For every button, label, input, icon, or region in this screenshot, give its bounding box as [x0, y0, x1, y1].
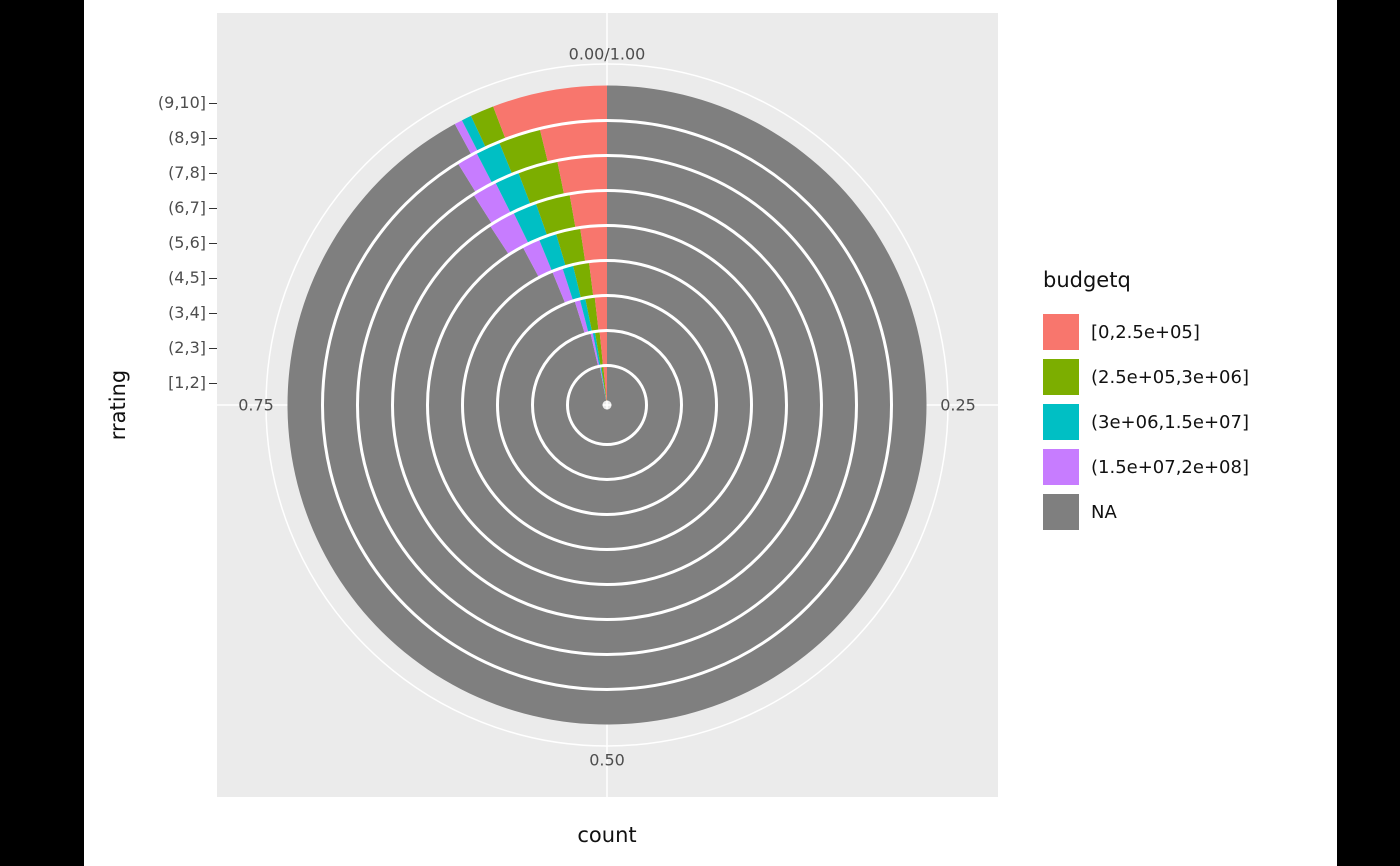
- legend-entry-label: (2.5e+05,3e+06]: [1091, 366, 1249, 388]
- y-axis-tick: [209, 348, 217, 349]
- plot-figure: 0.00/1.00 0.25 0.50 0.75 [1,2] (2,3] (3,4]…: [84, 0, 1337, 866]
- y-axis-tick: [209, 208, 217, 209]
- y-axis-label: (3,4]: [168, 303, 206, 322]
- y-axis-label: (7,8]: [168, 163, 206, 182]
- y-axis-tick: [209, 278, 217, 279]
- legend: budgetq [0,2.5e+05] (2.5e+05,3e+06] (3e+06…: [1043, 268, 1249, 539]
- theta-tick-label-top: 0.00/1.00: [568, 44, 646, 64]
- y-axis-tick: [209, 173, 217, 174]
- y-axis-tick: [209, 383, 217, 384]
- legend-entry-label: (1.5e+07,2e+08]: [1091, 456, 1249, 478]
- theta-tick-label-bottom: 0.50: [589, 750, 625, 770]
- y-axis-label: (5,6]: [168, 233, 206, 252]
- theta-tick-label-left: 0.75: [238, 395, 274, 415]
- theta-tick-label-right: 0.25: [940, 395, 976, 415]
- legend-entry-label: (3e+06,1.5e+07]: [1091, 411, 1249, 433]
- legend-entry: (2.5e+05,3e+06]: [1043, 359, 1249, 395]
- polar-stacked-bar-chart: [217, 13, 998, 797]
- legend-entry: NA: [1043, 494, 1249, 530]
- y-axis-label: (2,3]: [168, 338, 206, 357]
- y-axis-tick: [209, 138, 217, 139]
- y-axis-label: (8,9]: [168, 128, 206, 147]
- y-axis-tick: [209, 103, 217, 104]
- y-axis-tick: [209, 313, 217, 314]
- legend-entry-label: NA: [1091, 501, 1117, 523]
- y-axis-label: (6,7]: [168, 198, 206, 217]
- legend-key-swatch: [1043, 314, 1079, 350]
- x-axis-title: count: [577, 823, 637, 847]
- plot-panel: 0.00/1.00 0.25 0.50 0.75: [217, 13, 998, 797]
- legend-key-swatch: [1043, 359, 1079, 395]
- legend-key-swatch: [1043, 449, 1079, 485]
- legend-key-swatch: [1043, 404, 1079, 440]
- y-axis-tick: [209, 243, 217, 244]
- legend-entry: [0,2.5e+05]: [1043, 314, 1249, 350]
- legend-entries: [0,2.5e+05] (2.5e+05,3e+06] (3e+06,1.5e+07…: [1043, 314, 1249, 530]
- legend-entry-label: [0,2.5e+05]: [1091, 321, 1200, 343]
- y-axis-label: (9,10]: [157, 93, 206, 112]
- legend-key-swatch: [1043, 494, 1079, 530]
- y-axis-label: (4,5]: [168, 268, 206, 287]
- legend-entry: (3e+06,1.5e+07]: [1043, 404, 1249, 440]
- legend-entry: (1.5e+07,2e+08]: [1043, 449, 1249, 485]
- y-axis-title: rrating: [106, 369, 130, 441]
- legend-title: budgetq: [1043, 268, 1131, 292]
